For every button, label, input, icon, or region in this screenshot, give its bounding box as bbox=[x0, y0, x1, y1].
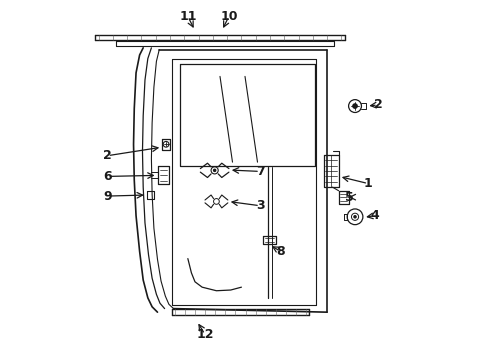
Text: 2: 2 bbox=[103, 149, 112, 162]
Circle shape bbox=[214, 169, 216, 171]
Text: 7: 7 bbox=[256, 165, 265, 178]
Text: 8: 8 bbox=[276, 245, 285, 258]
Text: 12: 12 bbox=[196, 328, 214, 341]
Text: 3: 3 bbox=[256, 199, 264, 212]
Text: 9: 9 bbox=[103, 190, 112, 203]
Text: 6: 6 bbox=[103, 170, 112, 183]
Text: 4: 4 bbox=[370, 209, 379, 222]
Circle shape bbox=[354, 216, 356, 218]
Text: 2: 2 bbox=[373, 99, 382, 112]
Circle shape bbox=[353, 104, 357, 108]
Text: 5: 5 bbox=[345, 191, 354, 204]
Text: 11: 11 bbox=[179, 10, 196, 23]
Text: 1: 1 bbox=[364, 177, 372, 190]
Text: 10: 10 bbox=[220, 10, 238, 23]
